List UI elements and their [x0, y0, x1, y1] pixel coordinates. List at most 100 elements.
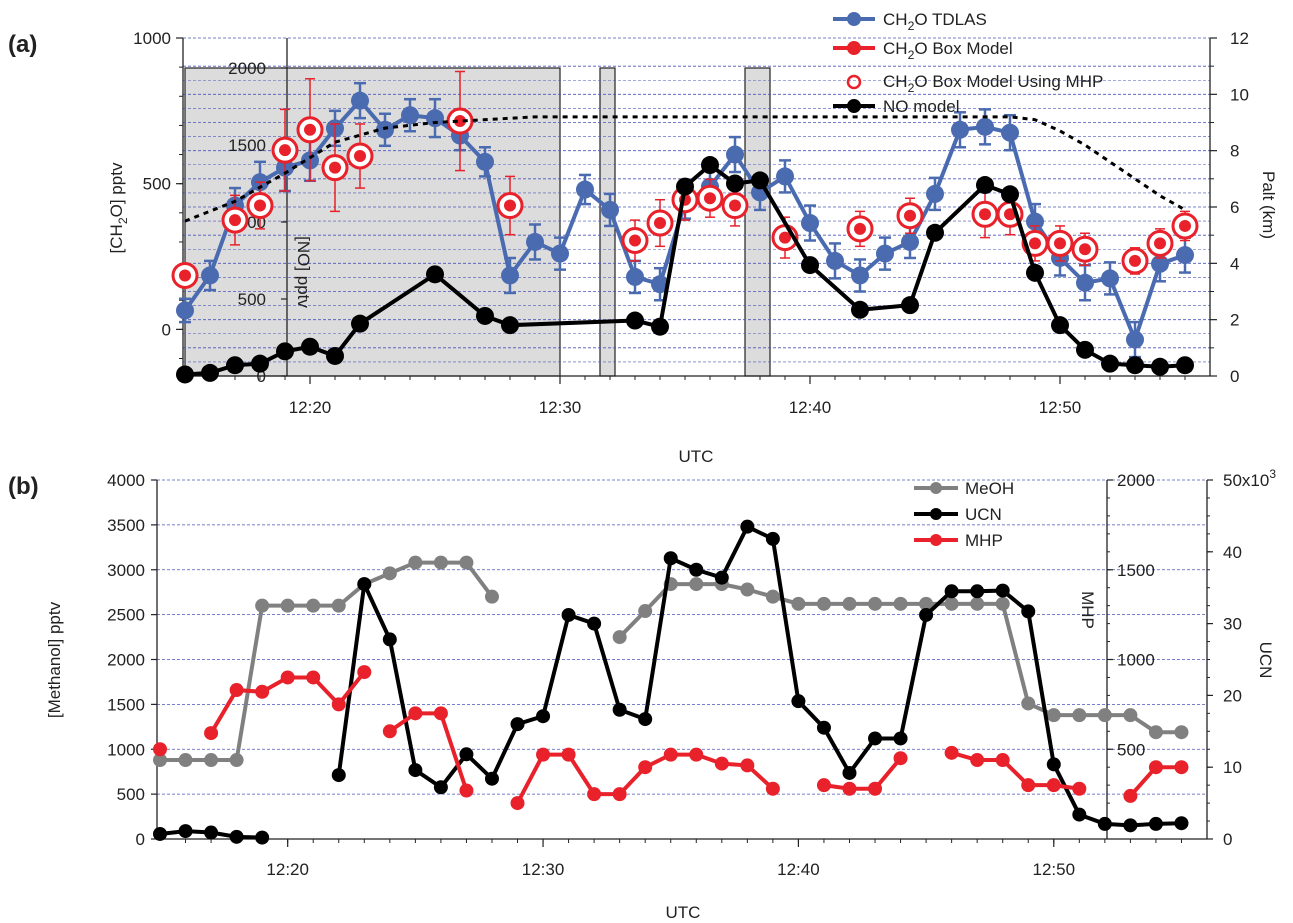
- series-mhp: [153, 665, 1189, 811]
- data-point: [178, 824, 193, 839]
- x-tick-label: 12:50: [1039, 398, 1082, 417]
- data-point: [1054, 237, 1066, 250]
- legend-marker: [930, 508, 942, 520]
- data-point: [740, 582, 755, 597]
- data-point: [1123, 818, 1138, 833]
- data-point: [326, 346, 344, 365]
- data-point: [536, 709, 551, 724]
- legend-label: NO model: [883, 97, 960, 116]
- data-point: [178, 753, 193, 768]
- data-point: [689, 562, 704, 577]
- data-point: [926, 223, 944, 242]
- data-point: [204, 825, 219, 840]
- data-point: [1174, 816, 1189, 831]
- data-point: [179, 269, 191, 282]
- y-ucn-tick-label: 40: [1223, 543, 1242, 562]
- data-point: [868, 596, 883, 611]
- data-point: [484, 771, 499, 786]
- data-point: [970, 596, 985, 611]
- y-inner-tick-label: 0: [257, 367, 266, 386]
- x-tick-label: 12:30: [539, 398, 582, 417]
- data-point: [1076, 340, 1094, 359]
- y-left-tick-label: 3500: [107, 516, 145, 535]
- data-point: [255, 830, 270, 845]
- data-point: [504, 199, 516, 212]
- data-point: [765, 781, 780, 796]
- data-point: [868, 781, 883, 796]
- legend-item: CH2O Box Model: [833, 39, 1013, 62]
- data-point: [331, 598, 346, 613]
- y-right-tick-label: 6: [1230, 198, 1239, 217]
- legend-marker: [847, 99, 861, 113]
- data-point: [638, 760, 653, 775]
- data-point: [726, 145, 744, 164]
- data-point: [701, 156, 719, 175]
- data-point: [329, 161, 341, 174]
- data-point: [901, 232, 919, 251]
- y-ucn-tick-label: 50x103: [1223, 467, 1276, 490]
- data-point: [476, 306, 494, 325]
- data-point: [1021, 604, 1036, 619]
- data-point: [765, 589, 780, 604]
- x-tick-label: 12:20: [289, 398, 332, 417]
- data-point: [904, 209, 916, 222]
- data-point: [351, 91, 369, 110]
- data-point: [331, 768, 346, 783]
- data-point: [401, 106, 419, 125]
- data-point: [1026, 263, 1044, 282]
- data-point: [638, 712, 653, 727]
- data-point: [433, 780, 448, 795]
- data-point: [826, 251, 844, 270]
- data-point: [676, 177, 694, 196]
- legend-marker: [930, 534, 942, 546]
- data-point: [382, 632, 397, 647]
- y-right-tick-label: 10: [1230, 85, 1249, 104]
- data-point: [729, 199, 741, 212]
- data-point: [204, 753, 219, 768]
- y-right-tick-label: 2: [1230, 311, 1239, 330]
- legend-label: CH2O Box Model: [883, 39, 1013, 62]
- data-point: [704, 192, 716, 205]
- series-ch2o-box-model: [171, 70, 1199, 289]
- data-point: [1126, 356, 1144, 375]
- y-inner-tick-label: 2000: [228, 59, 266, 78]
- data-point: [1001, 185, 1019, 204]
- data-point: [510, 796, 525, 811]
- y-mhp-tick-label: 500: [1117, 740, 1145, 759]
- data-point: [1148, 725, 1163, 740]
- x-tick-label: 12:40: [777, 860, 820, 879]
- x-tick-label: 12:40: [789, 398, 832, 417]
- y-left-tick-label: 0: [136, 830, 145, 849]
- x-tick-label: 12:30: [522, 860, 565, 879]
- data-point: [1126, 330, 1144, 349]
- data-point: [459, 747, 474, 762]
- data-point: [408, 763, 423, 778]
- data-point: [944, 584, 959, 599]
- data-point: [816, 720, 831, 735]
- data-point: [851, 266, 869, 285]
- data-point: [689, 747, 704, 762]
- data-point: [408, 706, 423, 721]
- y-left-tick-label: 0: [162, 320, 171, 339]
- data-point: [426, 265, 444, 284]
- data-point: [301, 337, 319, 356]
- series-line: [823, 756, 903, 791]
- data-point: [926, 184, 944, 203]
- data-point: [801, 256, 819, 275]
- data-point: [995, 753, 1010, 768]
- y-inner-tick-label: 1500: [228, 136, 266, 155]
- y-left-tick-label: 500: [117, 785, 145, 804]
- data-point: [740, 519, 755, 534]
- data-point: [1123, 788, 1138, 803]
- data-point: [176, 301, 194, 320]
- x-tick-label: 12:50: [1033, 860, 1076, 879]
- y-left-tick-label: 1000: [107, 740, 145, 759]
- legend-item: CH2O TDLAS: [833, 10, 987, 33]
- data-point: [459, 555, 474, 570]
- panel-b-chart: 0 500 1000 1500 2000 2500 3000 3500 4000 500 1000 1…: [45, 467, 1276, 922]
- data-point: [1001, 123, 1019, 142]
- x-axis-label: UTC: [666, 903, 701, 922]
- data-point: [229, 214, 241, 227]
- data-point: [740, 758, 755, 773]
- x-axis-label: UTC: [679, 447, 714, 466]
